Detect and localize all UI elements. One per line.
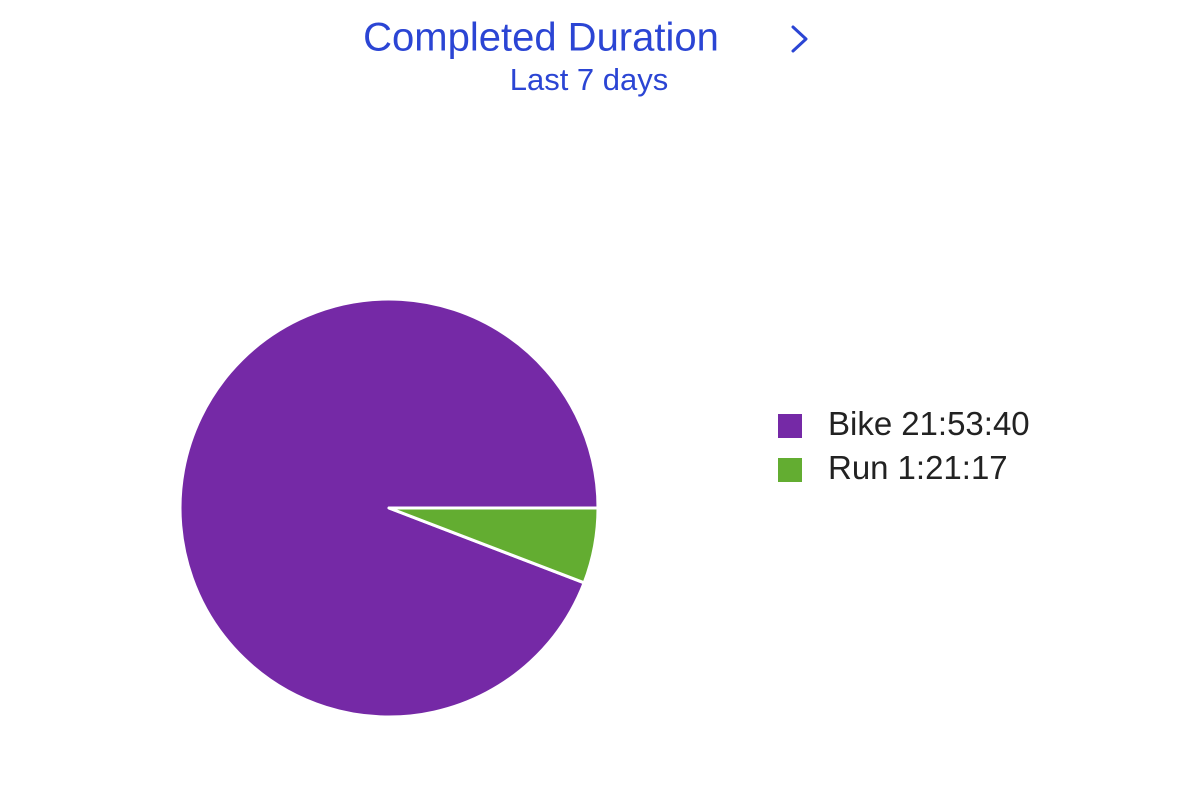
chart-title[interactable]: Completed Duration: [363, 16, 719, 60]
legend-swatch: [778, 414, 802, 438]
chevron-icon[interactable]: [791, 25, 808, 53]
chart-subtitle: Last 7 days: [510, 62, 669, 97]
legend-value: 1:21:17: [898, 449, 1008, 486]
legend-label: Run: [828, 449, 889, 486]
legend-entry: Run 1:21:17: [828, 449, 1008, 486]
legend-entry: Bike 21:53:40: [828, 405, 1030, 442]
legend-swatch: [778, 458, 802, 482]
legend-value: 21:53:40: [901, 405, 1029, 442]
legend: Bike 21:53:40 Run 1:21:17: [778, 405, 1030, 486]
pie: [178, 297, 600, 719]
pie-slice: [387, 506, 600, 585]
legend-label: Bike: [828, 405, 892, 442]
